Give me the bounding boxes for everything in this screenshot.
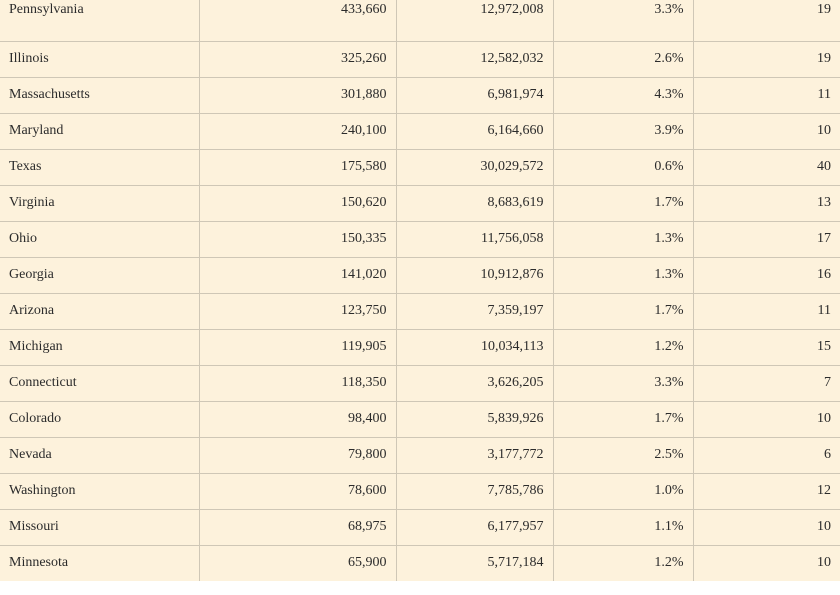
- count-cell: 7: [693, 365, 840, 402]
- state-cell: Maryland: [0, 113, 200, 150]
- count-cell: 10: [693, 509, 840, 546]
- value-cell: 118,350: [199, 365, 397, 402]
- percent-cell: 1.7%: [553, 293, 694, 330]
- state-cell: Michigan: [0, 329, 200, 366]
- state-cell: Nevada: [0, 437, 200, 474]
- value-cell: 150,620: [199, 185, 397, 222]
- state-cell: Ohio: [0, 221, 200, 258]
- population-cell: 8,683,619: [396, 185, 554, 222]
- state-cell: Minnesota: [0, 545, 200, 581]
- percent-cell: 3.3%: [553, 0, 694, 42]
- state-cell: Virginia: [0, 185, 200, 222]
- count-cell: 6: [693, 437, 840, 474]
- table-row: Nevada 79,800 3,177,772 2.5% 6: [0, 437, 840, 474]
- value-cell: 98,400: [199, 401, 397, 438]
- table-row: Illinois 325,260 12,582,032 2.6% 19: [0, 41, 840, 78]
- state-cell: Arizona: [0, 293, 200, 330]
- count-cell: 19: [693, 0, 840, 42]
- population-cell: 5,839,926: [396, 401, 554, 438]
- value-cell: 433,660: [199, 0, 397, 42]
- state-cell: Pennsylvania: [0, 0, 200, 42]
- population-cell: 12,972,008: [396, 0, 554, 42]
- population-cell: 6,981,974: [396, 77, 554, 114]
- state-cell: Colorado: [0, 401, 200, 438]
- count-cell: 12: [693, 473, 840, 510]
- state-cell: Texas: [0, 149, 200, 186]
- value-cell: 150,335: [199, 221, 397, 258]
- count-cell: 11: [693, 77, 840, 114]
- percent-cell: 3.9%: [553, 113, 694, 150]
- value-cell: 141,020: [199, 257, 397, 294]
- table-row: Missouri 68,975 6,177,957 1.1% 10: [0, 509, 840, 546]
- percent-cell: 1.7%: [553, 185, 694, 222]
- value-cell: 119,905: [199, 329, 397, 366]
- value-cell: 68,975: [199, 509, 397, 546]
- population-cell: 10,912,876: [396, 257, 554, 294]
- state-cell: Georgia: [0, 257, 200, 294]
- count-cell: 11: [693, 293, 840, 330]
- table-row: Maryland 240,100 6,164,660 3.9% 10: [0, 113, 840, 150]
- table-row: Arizona 123,750 7,359,197 1.7% 11: [0, 293, 840, 330]
- value-cell: 240,100: [199, 113, 397, 150]
- count-cell: 10: [693, 401, 840, 438]
- percent-cell: 1.3%: [553, 221, 694, 258]
- percent-cell: 1.3%: [553, 257, 694, 294]
- value-cell: 123,750: [199, 293, 397, 330]
- table-row: Georgia 141,020 10,912,876 1.3% 16: [0, 257, 840, 294]
- table-row: Connecticut 118,350 3,626,205 3.3% 7: [0, 365, 840, 402]
- percent-cell: 1.7%: [553, 401, 694, 438]
- percent-cell: 4.3%: [553, 77, 694, 114]
- table-row: Massachusetts 301,880 6,981,974 4.3% 11: [0, 77, 840, 114]
- population-cell: 6,177,957: [396, 509, 554, 546]
- count-cell: 17: [693, 221, 840, 258]
- percent-cell: 3.3%: [553, 365, 694, 402]
- population-cell: 10,034,113: [396, 329, 554, 366]
- population-cell: 3,626,205: [396, 365, 554, 402]
- population-cell: 6,164,660: [396, 113, 554, 150]
- count-cell: 13: [693, 185, 840, 222]
- data-table: Pennsylvania 433,660 12,972,008 3.3% 19 Illin…: [0, 0, 840, 581]
- count-cell: 16: [693, 257, 840, 294]
- percent-cell: 1.1%: [553, 509, 694, 546]
- value-cell: 78,600: [199, 473, 397, 510]
- percent-cell: 1.2%: [553, 545, 694, 581]
- table-row: Virginia 150,620 8,683,619 1.7% 13: [0, 185, 840, 222]
- population-cell: 7,785,786: [396, 473, 554, 510]
- population-cell: 12,582,032: [396, 41, 554, 78]
- population-cell: 11,756,058: [396, 221, 554, 258]
- count-cell: 10: [817, 555, 831, 571]
- count-cell: 15: [693, 329, 840, 366]
- count-cell: 10: [693, 113, 840, 150]
- count-cell: 19: [693, 41, 840, 78]
- value-cell: 175,580: [199, 149, 397, 186]
- population-cell: 7,359,197: [396, 293, 554, 330]
- table-row: Pennsylvania 433,660 12,972,008 3.3% 19: [0, 0, 840, 42]
- state-cell: Massachusetts: [0, 77, 200, 114]
- percent-cell: 2.5%: [553, 437, 694, 474]
- percent-cell: 0.6%: [553, 149, 694, 186]
- percent-cell: 1.2%: [553, 329, 694, 366]
- table-row: Texas 175,580 30,029,572 0.6% 40: [0, 149, 840, 186]
- population-cell: 5,717,184: [396, 545, 554, 581]
- state-cell: Illinois: [0, 41, 200, 78]
- table-row: Minnesota 65,900 5,717,184 1.2% 10: [0, 545, 840, 581]
- table-row: Colorado 98,400 5,839,926 1.7% 10: [0, 401, 840, 438]
- population-cell: 30,029,572: [396, 149, 554, 186]
- count-cell: 40: [693, 149, 840, 186]
- value-cell: 65,900: [199, 545, 397, 581]
- value-cell: 79,800: [199, 437, 397, 474]
- table-body: Pennsylvania 433,660 12,972,008 3.3% 19 Illin…: [0, 0, 840, 581]
- table-row: Ohio 150,335 11,756,058 1.3% 17: [0, 221, 840, 258]
- state-cell: Washington: [0, 473, 200, 510]
- value-cell: 325,260: [199, 41, 397, 78]
- value-cell: 301,880: [199, 77, 397, 114]
- population-cell: 3,177,772: [396, 437, 554, 474]
- table-row: Michigan 119,905 10,034,113 1.2% 15: [0, 329, 840, 366]
- state-cell: Missouri: [0, 509, 200, 546]
- percent-cell: 2.6%: [553, 41, 694, 78]
- state-cell: Connecticut: [0, 365, 200, 402]
- percent-cell: 1.0%: [553, 473, 694, 510]
- table-row: Washington 78,600 7,785,786 1.0% 12: [0, 473, 840, 510]
